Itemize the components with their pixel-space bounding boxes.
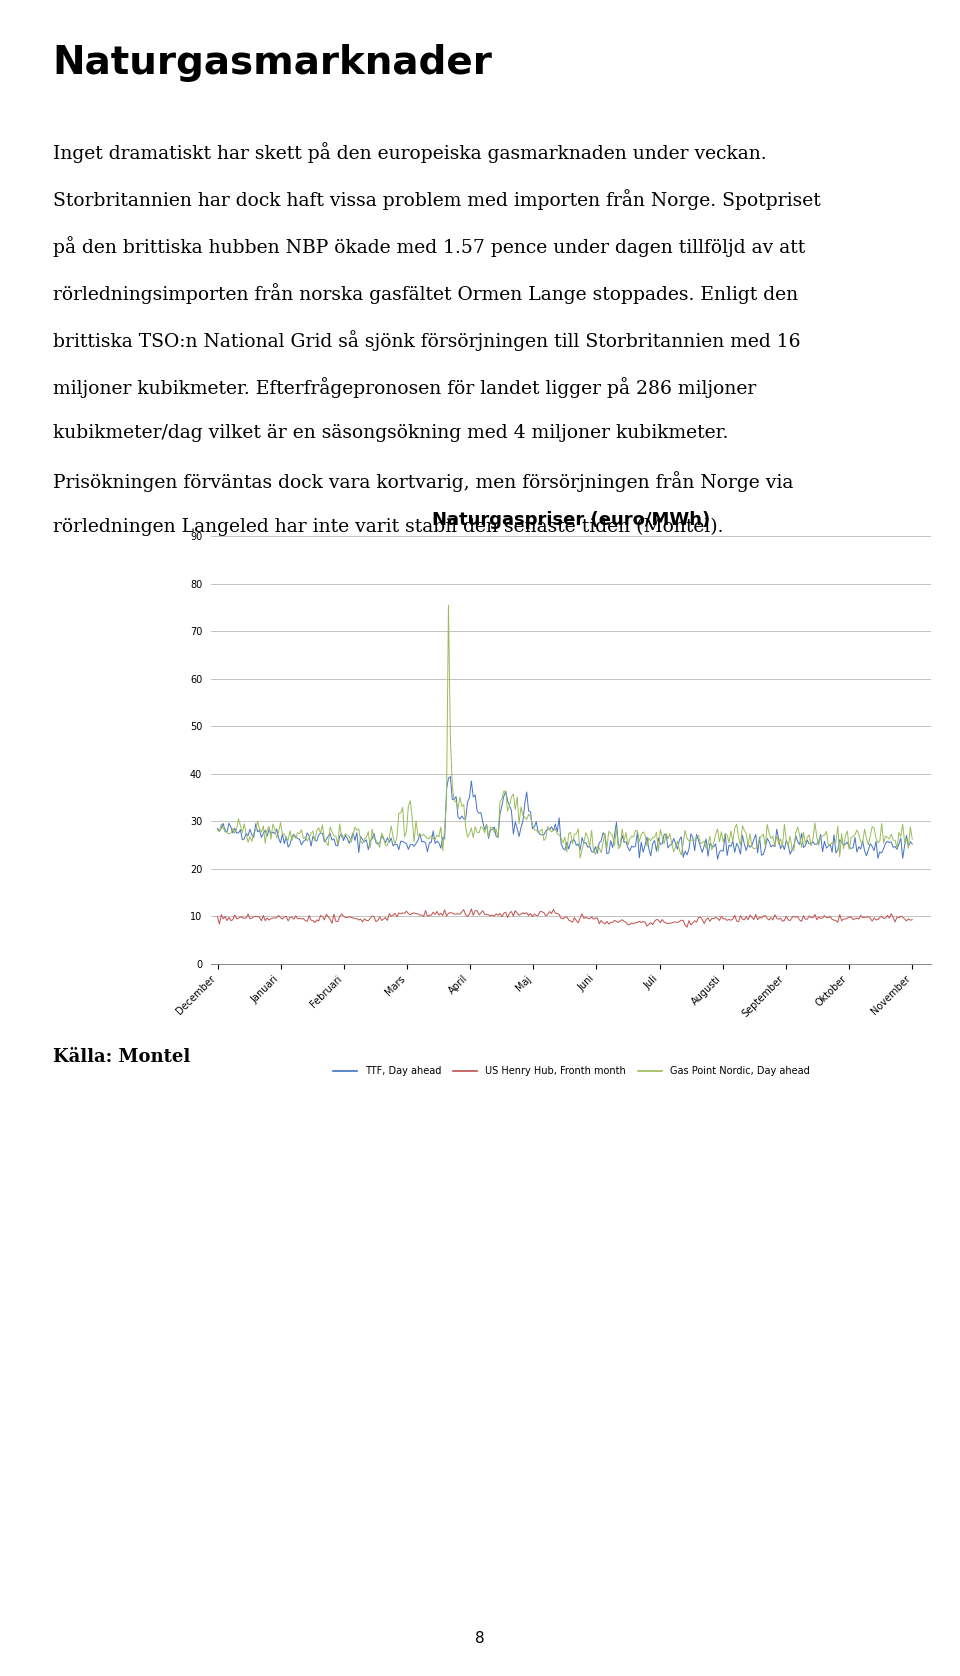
Text: på den brittiska hubben NBP ökade med 1.57 pence under dagen tillföljd av att: på den brittiska hubben NBP ökade med 1.… — [53, 236, 805, 258]
Text: Prisökningen förväntas dock vara kortvarig, men försörjningen från Norge via: Prisökningen förväntas dock vara kortvar… — [53, 471, 793, 493]
Text: rörledningsimporten från norska gasfältet Ormen Lange stoppades. Enligt den: rörledningsimporten från norska gasfälte… — [53, 283, 798, 305]
Text: miljoner kubikmeter. Efterfrågepronosen för landet ligger på 286 miljoner: miljoner kubikmeter. Efterfrågepronosen … — [53, 377, 756, 399]
Legend: TTF, Day ahead, US Henry Hub, Fronth month, Gas Point Nordic, Day ahead: TTF, Day ahead, US Henry Hub, Fronth mon… — [329, 1063, 813, 1081]
Text: rörledningen Langeled har inte varit stabil den senaste tiden (Montel).: rörledningen Langeled har inte varit sta… — [53, 518, 723, 536]
Text: Källa: Montel: Källa: Montel — [53, 1048, 190, 1066]
Text: Inget dramatiskt har skett på den europeiska gasmarknaden under veckan.: Inget dramatiskt har skett på den europe… — [53, 142, 766, 164]
Text: Naturgasmarknader: Naturgasmarknader — [53, 44, 492, 82]
Title: Naturgaspriser (euro/MWh): Naturgaspriser (euro/MWh) — [432, 511, 710, 530]
Text: brittiska TSO:n National Grid så sjönk försörjningen till Storbritannien med 16: brittiska TSO:n National Grid så sjönk f… — [53, 330, 801, 352]
Text: 8: 8 — [475, 1631, 485, 1646]
Text: kubikmeter/dag vilket är en säsongsökning med 4 miljoner kubikmeter.: kubikmeter/dag vilket är en säsongsöknin… — [53, 424, 729, 442]
Text: Storbritannien har dock haft vissa problem med importen från Norge. Spotpriset: Storbritannien har dock haft vissa probl… — [53, 189, 821, 211]
